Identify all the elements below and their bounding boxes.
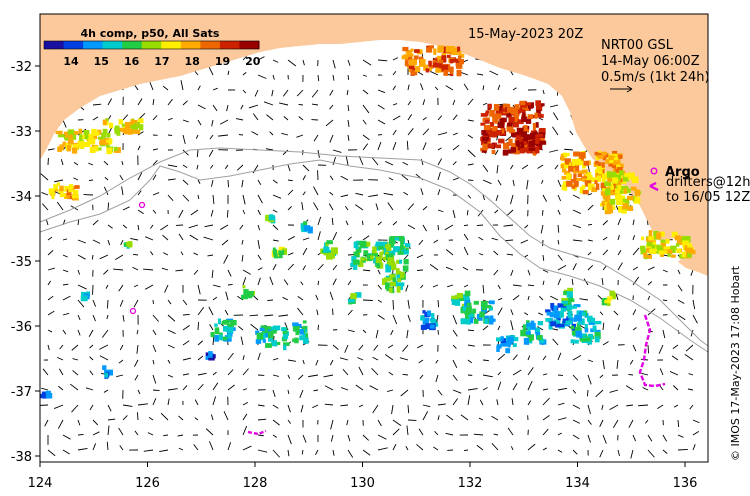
drifters-range: to 16/05 12Z bbox=[666, 190, 750, 205]
latitude-axis: -32 -33 -34 -35 -36 -37 -38 bbox=[11, 60, 40, 465]
x-tick-label: 130 bbox=[350, 476, 375, 491]
y-tick-label: -34 bbox=[11, 190, 32, 205]
y-tick-label: -32 bbox=[11, 60, 32, 75]
plot-frame bbox=[39, 13, 709, 463]
argo-label: Argo bbox=[665, 165, 700, 180]
x-tick-label: 124 bbox=[28, 476, 53, 491]
colorbar-tick-label: 14 bbox=[63, 55, 79, 68]
x-tick-label: 132 bbox=[458, 476, 483, 491]
depth-contour-200m bbox=[39, 159, 709, 353]
drifters-label: drifters@12h bbox=[666, 175, 750, 190]
sst-patches bbox=[40, 45, 696, 399]
colorbar-tick-label: 20 bbox=[245, 55, 261, 68]
colorbar-tick-label: 17 bbox=[154, 55, 169, 68]
argo-marker-icon bbox=[650, 167, 658, 175]
y-tick-label: -37 bbox=[11, 385, 32, 400]
y-tick-label: -35 bbox=[11, 255, 32, 270]
colorbar-tick-label: 16 bbox=[124, 55, 140, 68]
product-line-2: 14-May 06:00Z bbox=[601, 54, 700, 69]
product-line-3: 0.5m/s (1kt 24h) bbox=[601, 70, 710, 85]
colorbar-tick-label: 15 bbox=[94, 55, 109, 68]
x-tick-label: 136 bbox=[673, 476, 698, 491]
y-tick-label: -36 bbox=[11, 320, 32, 335]
x-tick-label: 134 bbox=[565, 476, 590, 491]
depth-contour-1000m bbox=[39, 147, 709, 347]
colorbar: 4h comp, p50, All Sats 14 15 16 17 18 19 20 bbox=[43, 27, 261, 68]
longitude-axis: 124 126 128 130 132 134 136 bbox=[28, 462, 698, 491]
x-tick-label: 128 bbox=[243, 476, 268, 491]
colorbar-tick-label: 18 bbox=[185, 55, 200, 68]
credit-text: © IMOS 17-May-2023 17:08 Hobart bbox=[729, 265, 742, 461]
colorbar-title: 4h comp, p50, All Sats bbox=[81, 27, 220, 40]
y-tick-label: -33 bbox=[11, 125, 32, 140]
x-tick-label: 126 bbox=[135, 476, 160, 491]
product-line-1: NRT00 GSL bbox=[601, 38, 674, 53]
y-tick-label: -38 bbox=[11, 450, 32, 465]
colorbar-tick-label: 19 bbox=[215, 55, 230, 68]
map-date-title: 15-May-2023 20Z bbox=[468, 27, 583, 42]
land-mass bbox=[40, 14, 708, 252]
scale-arrow bbox=[610, 85, 633, 93]
drifter-marker-icon bbox=[649, 182, 659, 191]
